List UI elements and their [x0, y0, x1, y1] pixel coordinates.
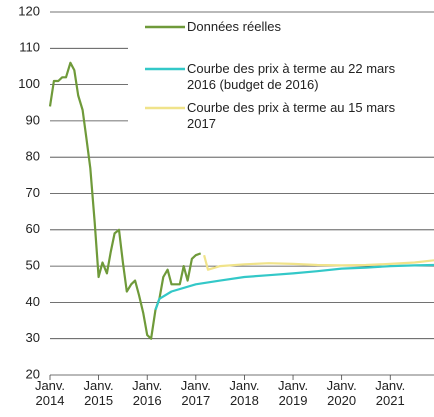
x-tick-label: Janv. 2015 [83, 378, 114, 408]
x-tick-label: Janv. 2020 [326, 378, 357, 408]
y-tick-label: 30 [26, 330, 40, 345]
y-tick-label: 40 [26, 294, 40, 309]
data-line [48, 61, 202, 340]
y-tick-label: 70 [26, 185, 40, 200]
legend-box [128, 13, 434, 143]
legend-label: Courbe des prix à terme au 15 mars 2017 [187, 100, 396, 131]
legend-label: Données réelles [187, 19, 281, 34]
x-tick-label: Janv. 2018 [229, 378, 260, 408]
x-tick-label: Janv. 2021 [375, 378, 406, 408]
x-tick-label: Janv. 2019 [277, 378, 309, 408]
data-line [154, 263, 434, 311]
x-tick-label: Janv. 2016 [132, 378, 163, 408]
y-tick-label: 50 [26, 258, 40, 273]
y-tick-label: 80 [26, 149, 40, 164]
y-tick-label: 110 [19, 40, 40, 55]
y-tick-label: 90 [26, 112, 40, 127]
y-tick-label: 100 [18, 76, 40, 91]
x-tick-label: Janv. 2014 [34, 378, 66, 408]
legend-label: Courbe des prix à terme au 22 mars 2016 … [187, 61, 396, 92]
y-tick-label: 20 [26, 366, 40, 381]
x-tick-label: Janv. 2017 [180, 378, 211, 408]
y-tick-label: 120 [18, 3, 40, 18]
y-tick-label: 60 [26, 221, 40, 236]
data-line [203, 254, 434, 271]
